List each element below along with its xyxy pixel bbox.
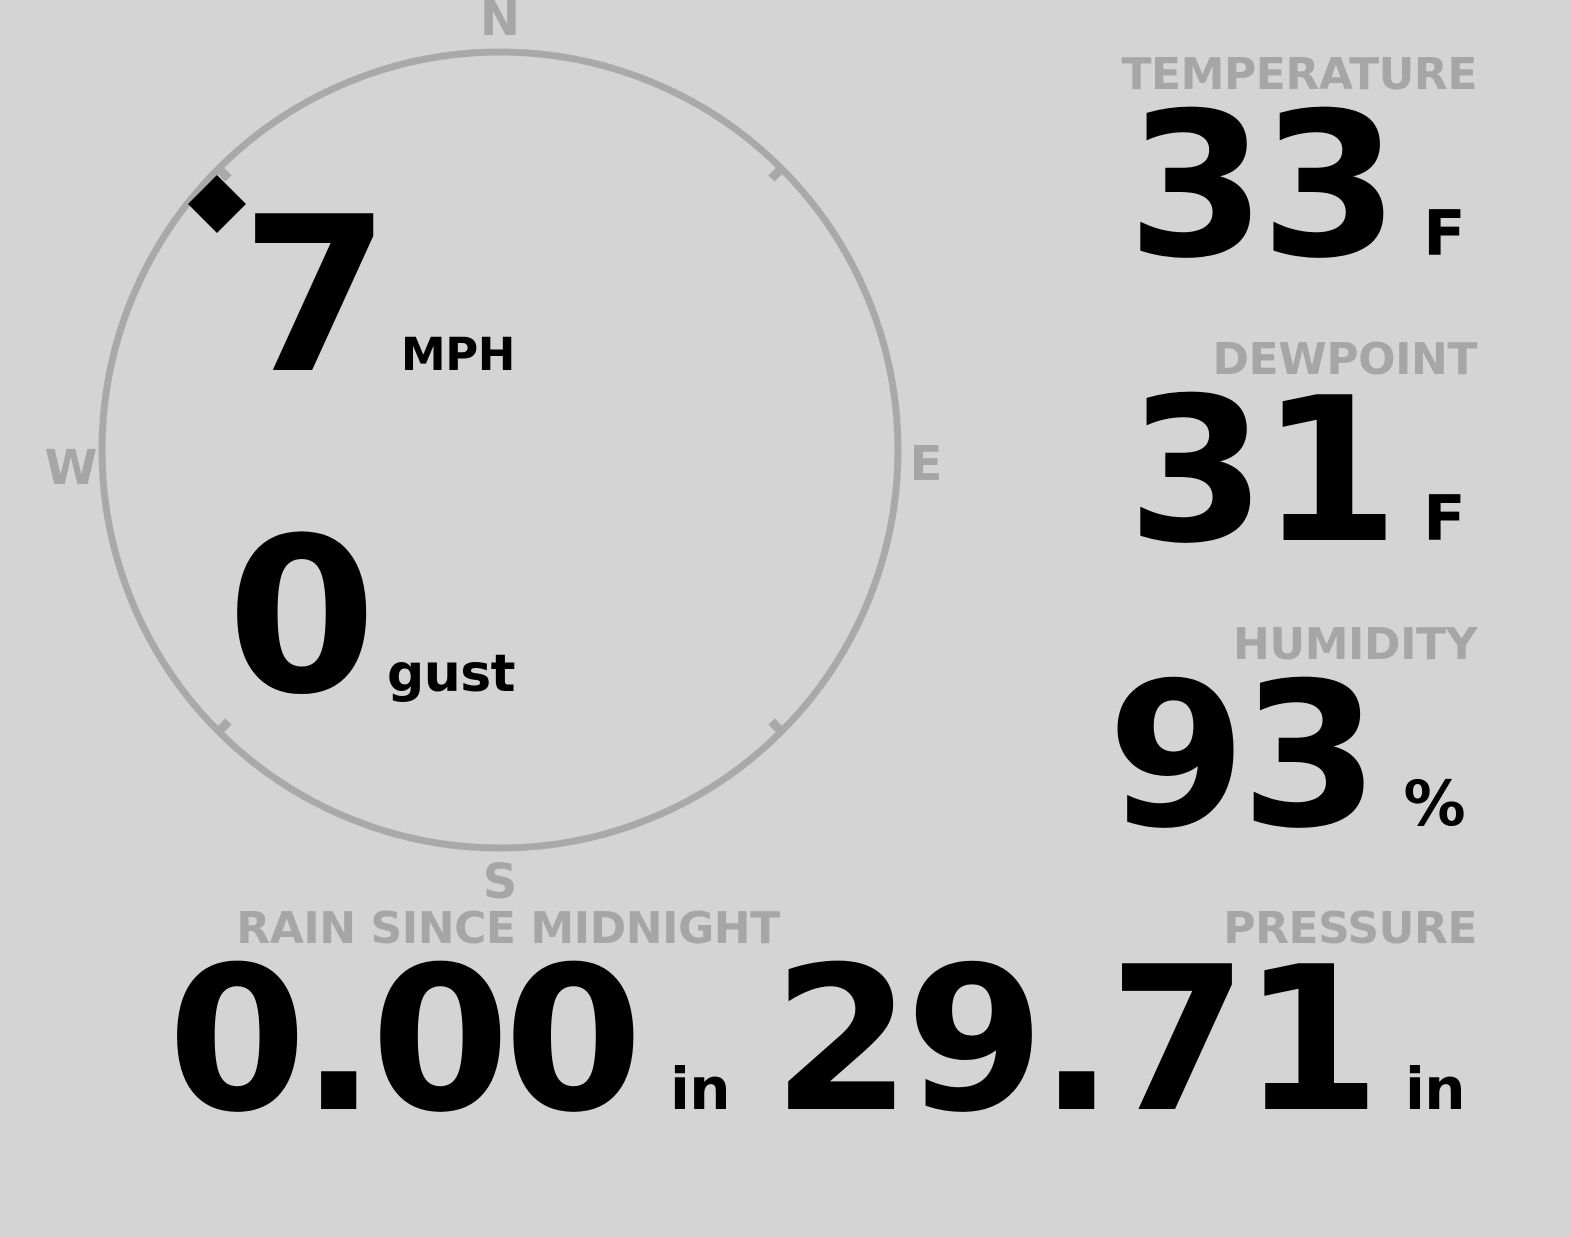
compass-tick-se [768,718,785,735]
wind-gust-unit: gust [387,644,516,704]
dewpoint-value: 31 [1126,355,1399,588]
dewpoint-label: DEWPOINT [1212,334,1478,385]
compass-label-south: S [482,854,518,910]
temperature-value: 33 [1126,70,1399,303]
compass-label-north: N [479,0,521,47]
rain-unit: in [669,1055,731,1123]
wind-speed-row: 7 MPH [100,170,516,421]
temperature-unit: F [1423,197,1465,270]
wind-speed-value: 7 [240,170,391,421]
wind-gust-value: 0 [226,491,377,742]
pressure-value-row: 29.71 in [772,941,1466,1141]
rain-value: 0.00 [167,924,643,1157]
compass-tick-ne [768,165,785,182]
dewpoint-unit: F [1423,482,1465,555]
compass-circle [98,48,902,852]
rain-label: RAIN SINCE MIDNIGHT [236,903,780,954]
pressure-unit: in [1404,1055,1466,1123]
compass-tick-nw [215,165,232,182]
temperature-value-row: 33 F [1000,70,1466,303]
wind-speed-unit: MPH [400,328,516,381]
temperature-label: TEMPERATURE [1121,49,1477,100]
compass-label-east: E [909,436,943,492]
humidity-value: 93 [1107,640,1379,873]
dewpoint-value-row: 31 F [1000,355,1466,588]
pressure-value: 29.71 [772,924,1381,1157]
rain-value-row: 0.00 in [168,941,731,1141]
humidity-label: HUMIDITY [1233,619,1477,670]
humidity-unit: % [1403,767,1465,840]
compass-label-west: W [44,440,98,496]
pressure-label: PRESSURE [1223,903,1477,954]
wind-direction-marker [187,174,246,233]
compass-tick-sw [215,718,232,735]
humidity-value-row: 93 % [1000,657,1465,857]
wind-gust-row: 0 gust [100,491,516,742]
